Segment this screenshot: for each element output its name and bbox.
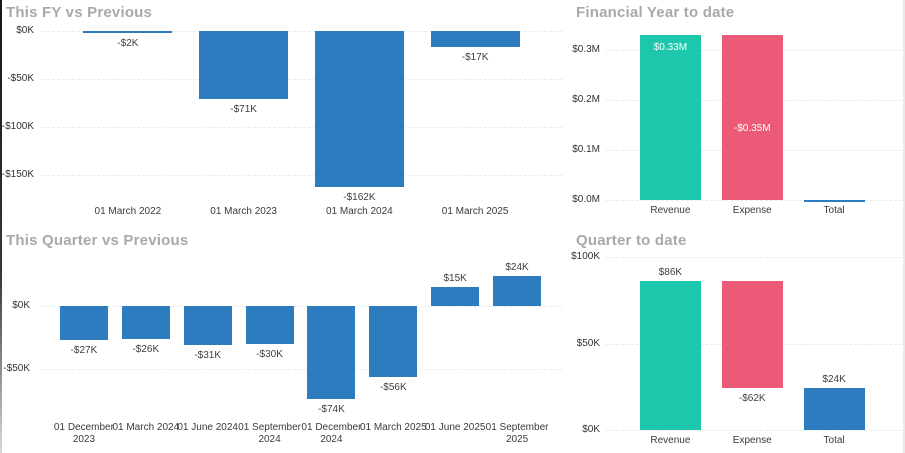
gridline (606, 257, 902, 258)
x-axis-category-label: Expense (732, 435, 772, 446)
bar-01-march-2022[interactable] (83, 31, 173, 33)
bar-01-june-2025[interactable] (431, 287, 480, 306)
x-axis-category-label: 01 September 2025 (485, 422, 549, 445)
chart-plot-area: $0K -$50K -$100K -$150K -$2K 01 March 2022 -$7… (0, 0, 565, 226)
bar-01-march-2024[interactable] (314, 31, 404, 187)
chart-plot-area: $0K -$50K -$27K 01 December 2023 -$26K 01 Mar… (0, 228, 565, 453)
y-axis-tick-label: -$50K (7, 73, 34, 84)
chart-title: This Quarter vs Previous (6, 232, 189, 249)
x-axis-category-label: Revenue (650, 205, 691, 216)
chart-title: Financial Year to date (576, 4, 735, 21)
x-axis-category-label: 01 June 2024 (177, 422, 238, 433)
y-axis-tick-label: $100K (571, 251, 600, 262)
bar-01-december-2024[interactable] (307, 306, 356, 400)
gridline (42, 306, 562, 307)
bar-01-june-2024[interactable] (183, 306, 232, 346)
chart-plot-area: $0.3M $0.2M $0.1M $0.0M $0.33M Revenue -$0.35M… (570, 0, 905, 226)
y-axis-tick-label: $0K (582, 424, 600, 435)
gridline (606, 200, 902, 201)
y-axis-tick-label: $0.1M (572, 144, 600, 155)
x-axis-category-label: 01 March 2022 (94, 206, 162, 217)
x-axis-category-label: 01 March 2025 (441, 206, 509, 217)
bar-01-march-2025[interactable] (369, 306, 418, 377)
bar-revenue[interactable] (639, 35, 701, 200)
bar-01-march-2024[interactable] (121, 306, 170, 339)
bar-value-label: -$17K (461, 52, 489, 64)
chart-title: This FY vs Previous (6, 4, 153, 21)
bar-value-label: -$62K (738, 393, 766, 405)
y-axis-tick-label: $0.2M (572, 94, 600, 105)
bar-total[interactable] (803, 388, 865, 430)
window-left-edge (0, 0, 2, 453)
bar-value-label: -$26K (132, 343, 160, 355)
bar-value-label: -$162K (343, 191, 376, 203)
bar-01-december-2023[interactable] (59, 306, 108, 341)
y-axis-tick-label: $50K (576, 337, 600, 349)
x-axis-category-label: Total (823, 435, 845, 446)
bar-01-september-2025[interactable] (493, 275, 542, 306)
x-axis-category-label: 01 September 2024 (238, 422, 301, 445)
bar-value-label: $24K (822, 374, 846, 386)
bar-value-label: -$27K (70, 345, 98, 357)
x-axis-category-label: 01 March 2025 (359, 422, 427, 433)
bar-value-label: $86K (658, 267, 683, 279)
y-axis-tick-label: $0.3M (572, 44, 600, 55)
gridline (42, 79, 562, 80)
bar-value-label: $24K (505, 261, 529, 273)
bar-expense[interactable] (721, 281, 783, 389)
chart-plot-area: $100K $50K $0K $86K Revenue -$62K Expense $24K T… (570, 228, 905, 453)
y-axis-tick-label: -$150K (1, 169, 34, 180)
x-axis-category-label: 01 December 2023 (53, 422, 114, 445)
bar-value-label: -$0.35M (733, 122, 771, 134)
x-axis-category-label: Total (823, 205, 845, 216)
y-axis-tick-label: $0K (16, 25, 34, 36)
gridline (42, 127, 562, 128)
bar-01-march-2025[interactable] (430, 31, 520, 48)
x-axis-category-label: 01 December 2024 (301, 422, 362, 445)
x-axis-category-label: 01 March 2024 (112, 422, 180, 433)
chart-panel-this-quarter-vs-previous: This Quarter vs Previous $0K -$50K -$27K 01… (0, 228, 565, 453)
chart-panel-quarter-to-date: Quarter to date $100K $50K $0K $86K Revenue -… (570, 228, 905, 453)
bar-value-label: -$30K (256, 348, 283, 360)
window-right-edge (903, 0, 905, 453)
bar-value-label: $15K (443, 273, 467, 285)
chart-panel-this-fy-vs-previous: This FY vs Previous $0K -$50K -$100K -$150K… (0, 0, 565, 226)
x-axis-category-label: Revenue (650, 435, 691, 446)
gridline (42, 31, 562, 32)
bar-01-march-2023[interactable] (199, 31, 289, 100)
y-axis-tick-label: -$50K (3, 363, 30, 374)
gridline (606, 430, 902, 431)
y-axis-tick-label: $0K (12, 300, 30, 311)
gridline (42, 175, 562, 176)
bar-revenue[interactable] (639, 281, 701, 430)
bar-value-label: -$31K (194, 350, 222, 362)
bar-expense[interactable] (721, 35, 783, 200)
chart-title: Quarter to date (576, 232, 687, 249)
bar-value-label: -$71K (230, 104, 257, 116)
bar-value-label: -$56K (379, 381, 407, 393)
bar-value-label: $0.33M (653, 42, 688, 53)
x-axis-category-label: 01 June 2025 (424, 422, 486, 433)
bar-value-label: -$74K (318, 404, 345, 416)
bar-value-label: -$2K (117, 38, 139, 49)
x-axis-category-label: Expense (732, 205, 772, 216)
bar-01-september-2024[interactable] (245, 306, 294, 344)
x-axis-category-label: 01 March 2024 (326, 206, 393, 217)
x-axis-category-label: 01 March 2023 (210, 206, 277, 217)
gridline (42, 369, 562, 370)
chart-panel-financial-year-to-date: Financial Year to date $0.3M $0.2M $0.1M $0… (570, 0, 905, 226)
y-axis-tick-label: -$100K (1, 121, 34, 132)
y-axis-tick-label: $0.0M (572, 194, 600, 205)
bar-total[interactable] (803, 200, 865, 202)
